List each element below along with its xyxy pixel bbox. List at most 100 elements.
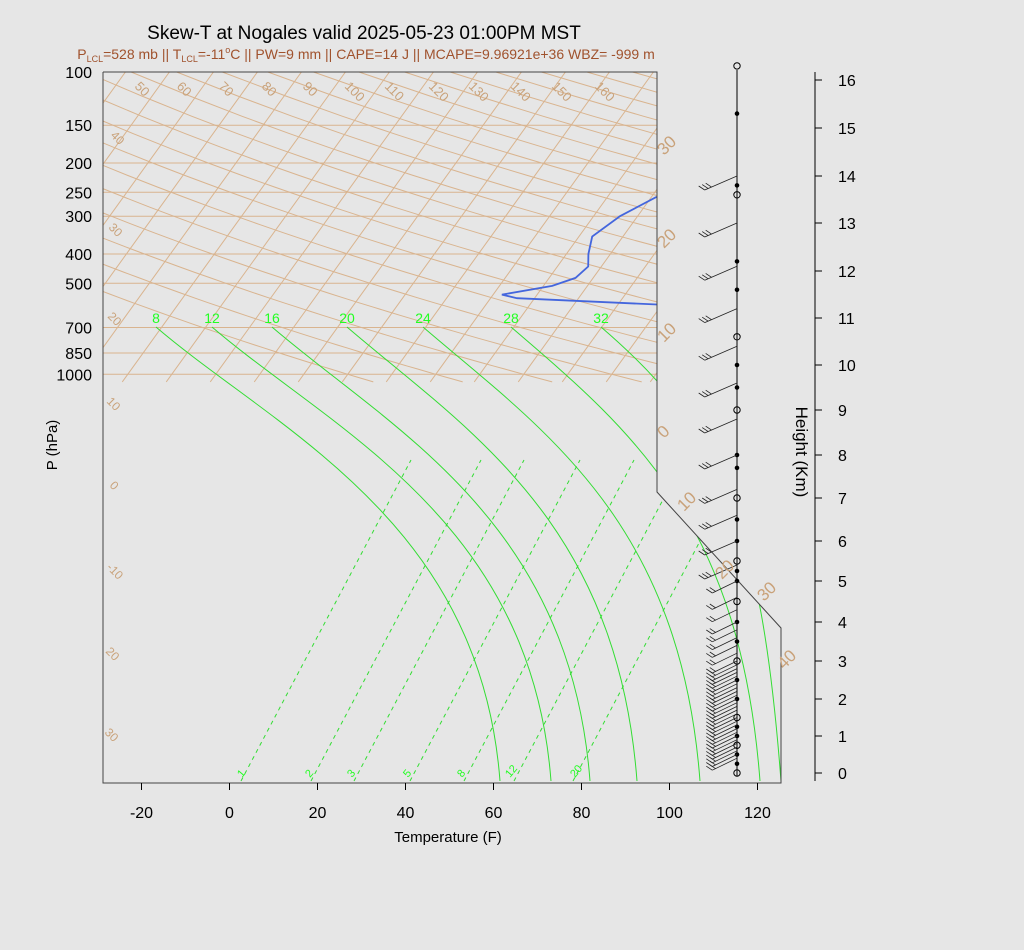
- dry-adiabat-line: [723, 72, 781, 383]
- wind-barb-flag: [705, 571, 712, 577]
- chart-subtitle: PLCL=528 mb || TLCL=-11oC || PW=9 mm || …: [77, 45, 655, 64]
- wind-barb-flag: [698, 464, 705, 470]
- isotherm-line: [958, 72, 1024, 382]
- height-marker-open: [733, 494, 741, 502]
- wind-barb-flag: [709, 603, 717, 609]
- isotherm-line: [297, 72, 522, 383]
- wind-barb-flag: [706, 743, 713, 749]
- height-marker-dot: [734, 183, 740, 188]
- dry-adiabat-line: [769, 72, 781, 383]
- height-marker-open: [733, 333, 741, 341]
- wind-barb-flag: [709, 667, 717, 672]
- wind-barb-flag: [701, 316, 709, 322]
- wind-barb-flag: [706, 717, 713, 723]
- wind-barb: [712, 713, 738, 727]
- wind-barb: [704, 265, 738, 281]
- wind-barb-flag: [706, 672, 713, 678]
- wind-barb-flag: [706, 660, 713, 666]
- wind-barb: [712, 652, 738, 666]
- isotherm-line: [782, 72, 1005, 382]
- mixing-ratio-label: 8: [152, 310, 160, 326]
- height-tick-label: 13: [838, 216, 856, 233]
- moist-adiabat-line: [271, 326, 591, 782]
- height-marker-dot: [734, 362, 740, 368]
- pressure-tick-label: 850: [65, 346, 92, 363]
- wind-barb: [704, 308, 738, 323]
- plot-frame: [102, 71, 782, 784]
- isotherm-line: [103, 72, 170, 383]
- height-marker-dot: [734, 465, 740, 471]
- height-marker-open: [733, 557, 741, 565]
- wind-barb-flag: [706, 605, 713, 610]
- height-marker-dot: [734, 385, 740, 390]
- height-tick-label: 10: [838, 358, 856, 375]
- isotherm-line: [826, 72, 1024, 382]
- wind-barb: [704, 540, 738, 556]
- wind-barb: [712, 668, 738, 681]
- isotherm-label: 160: [592, 79, 618, 105]
- mixing-ratio-label: 28: [503, 310, 519, 326]
- isotherm-label: 10: [104, 394, 124, 414]
- wind-barb-flag: [706, 728, 713, 734]
- wind-barb: [704, 514, 738, 530]
- temperature-tick-label: 80: [573, 805, 591, 822]
- height-tick-label: 3: [838, 654, 847, 671]
- frame-layer: [102, 71, 822, 790]
- height-marker-dot: [734, 568, 740, 574]
- dry-adiabat-line: [267, 72, 781, 383]
- mixing-ratio-line: [572, 459, 744, 782]
- isotherm-label: 120: [426, 79, 452, 105]
- wind-barb: [712, 720, 738, 734]
- height-tick-label: 2: [838, 692, 847, 709]
- wind-barb-flag: [706, 680, 713, 685]
- moist-adiabat-line: [155, 326, 501, 782]
- wind-barb-flag: [698, 318, 705, 323]
- height-marker-open: [733, 713, 741, 722]
- height-marker-dot: [734, 761, 740, 767]
- grid-layer: [103, 72, 1024, 782]
- height-tick-label: 4: [838, 615, 847, 632]
- height-tick-label: 14: [838, 169, 856, 186]
- height-tick-label: 8: [838, 448, 847, 465]
- height-marker-open: [733, 769, 741, 777]
- wind-barb: [712, 679, 738, 693]
- mixing-ratio-label: 1: [235, 768, 248, 780]
- dry-adiabat-line: [541, 72, 781, 383]
- wind-barb-flag: [706, 714, 713, 719]
- temperature-tick-label: 100: [656, 805, 683, 822]
- mixing-ratio-label: 3: [345, 768, 358, 780]
- wind-barb-flag: [709, 659, 717, 665]
- wind-barb-flag: [706, 588, 713, 594]
- parcel-profile-line: [892, 328, 968, 351]
- isotherm-line: [253, 72, 478, 383]
- height-tick-label: 11: [838, 311, 855, 328]
- wind-barb: [712, 728, 738, 741]
- height-marker-dot: [734, 517, 740, 522]
- wind-barb-flag: [701, 549, 709, 554]
- temperature-tick-label: 20: [309, 805, 327, 822]
- wind-barb-flag: [698, 275, 705, 281]
- y-axis-label: P (hPa): [44, 420, 61, 471]
- wind-barb-flag: [706, 706, 713, 712]
- wind-barb: [712, 746, 738, 760]
- wind-barb: [712, 629, 738, 643]
- height-marker-dot: [734, 639, 740, 644]
- wind-barb-flag: [706, 645, 713, 650]
- dry-adiabat-line: [103, 72, 781, 383]
- wind-barb-flag: [706, 653, 713, 658]
- pressure-tick-label: 500: [65, 276, 92, 293]
- dry-adiabat-line: [103, 72, 374, 383]
- wind-barb: [704, 222, 738, 238]
- wind-barb-flag: [701, 231, 709, 236]
- temperature-tick-label: -20: [130, 805, 153, 822]
- wind-barb: [712, 702, 738, 716]
- height-marker-open: [733, 406, 741, 414]
- pressure-tick-label: 200: [65, 156, 92, 173]
- wind-barb-flag: [706, 725, 713, 730]
- wind-barb-flag: [701, 427, 709, 432]
- wind-barb-flag: [698, 499, 705, 504]
- dry-adiabat-line: [495, 72, 781, 383]
- wind-barb-flag: [698, 392, 705, 398]
- pressure-tick-label: 100: [65, 65, 92, 82]
- wind-barb-flag: [706, 668, 713, 674]
